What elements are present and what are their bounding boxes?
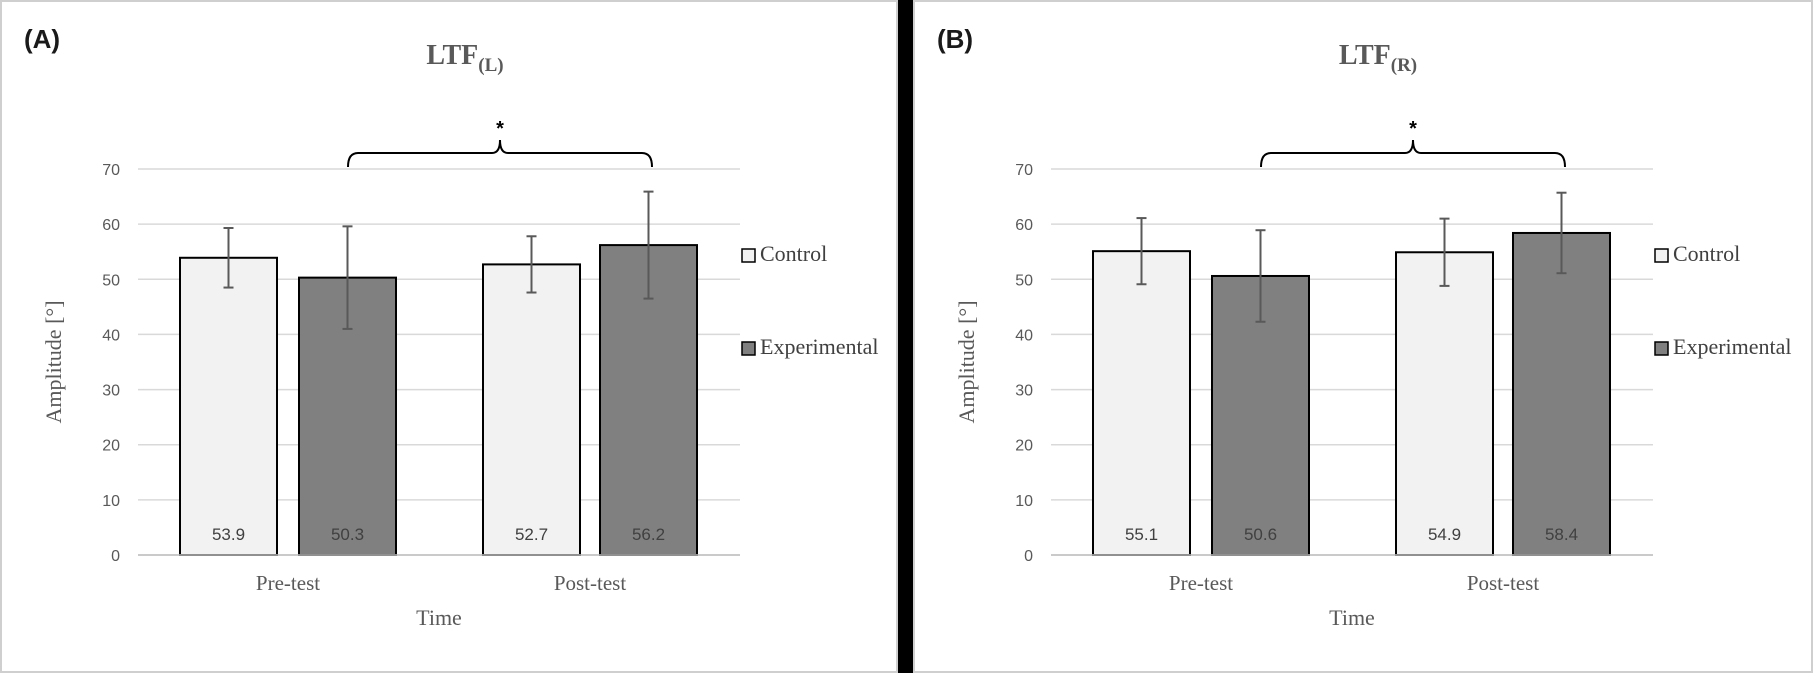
data-label: 52.7 [515,525,548,544]
x-tick-label: Post-test [554,571,627,595]
y-tick-label: 30 [1015,383,1033,400]
y-tick-label: 10 [102,493,120,510]
bar-control-pre-test [1092,250,1191,556]
x-tick-label: Pre-test [1169,571,1233,595]
x-axis-title: Time [416,605,462,630]
data-label: 56.2 [632,525,665,544]
chart-b: (B) LTF(R) 0 10 20 30 40 50 60 70 55.1 50.6 Pre-test… [937,24,1792,630]
bar-control-post-test [482,263,581,556]
legend-swatch-experimental [1654,341,1669,356]
chart-title: LTF(R) [1339,40,1417,76]
data-label: 54.9 [1428,525,1461,544]
x-axis-title: Time [1329,605,1375,630]
y-tick-label: 20 [1015,438,1033,455]
x-tick-label: Pre-test [256,571,320,595]
legend-swatch-experimental [741,341,756,356]
chart-title: LTF(L) [426,40,503,76]
y-tick-label: 20 [102,438,120,455]
bar-control-pre-test [179,256,278,556]
legend-label-experimental: Experimental [1673,334,1792,359]
y-tick-label: 0 [111,548,120,565]
legend-label-experimental: Experimental [760,334,879,359]
significance-marker: * [496,118,504,140]
y-tick-label: 60 [1015,217,1033,234]
y-tick-label: 40 [1015,327,1033,344]
significance-marker: * [1409,118,1417,140]
significance-bracket [1260,139,1566,168]
y-tick-label: 60 [102,217,120,234]
y-axis-title: Amplitude [°] [41,300,66,423]
y-tick-label: 50 [1015,272,1033,289]
y-tick-label: 70 [1015,162,1033,179]
significance-bracket [347,139,653,168]
data-label: 50.3 [331,525,364,544]
legend-label-control: Control [760,241,827,266]
legend-swatch-control [1654,248,1669,263]
y-tick-label: 70 [102,162,120,179]
chart-panel-a: (A) LTF(L) 0 10 20 30 40 50 60 70 53.9 50.3 Pre-test… [0,0,898,673]
y-tick-label: 10 [1015,493,1033,510]
data-label: 53.9 [212,525,245,544]
x-tick-label: Post-test [1467,571,1540,595]
y-tick-label: 40 [102,327,120,344]
chart-panel-b: (B) LTF(R) 0 10 20 30 40 50 60 70 55.1 50.6 Pre-test… [913,0,1813,673]
legend-swatch-control [741,248,756,263]
bar-experimental-post-test [1512,231,1611,556]
legend-label-control: Control [1673,241,1740,266]
data-label: 58.4 [1545,525,1578,544]
data-label: 50.6 [1244,525,1277,544]
y-axis-title: Amplitude [°] [954,300,979,423]
y-tick-label: 0 [1024,548,1033,565]
panel-label: (B) [937,24,973,54]
bar-control-post-test [1395,251,1494,556]
data-label: 55.1 [1125,525,1158,544]
y-tick-label: 50 [102,272,120,289]
chart-a: (A) LTF(L) 0 10 20 30 40 50 60 70 53.9 50.3 Pre-test… [24,24,879,630]
panel-label: (A) [24,24,60,54]
y-tick-label: 30 [102,383,120,400]
